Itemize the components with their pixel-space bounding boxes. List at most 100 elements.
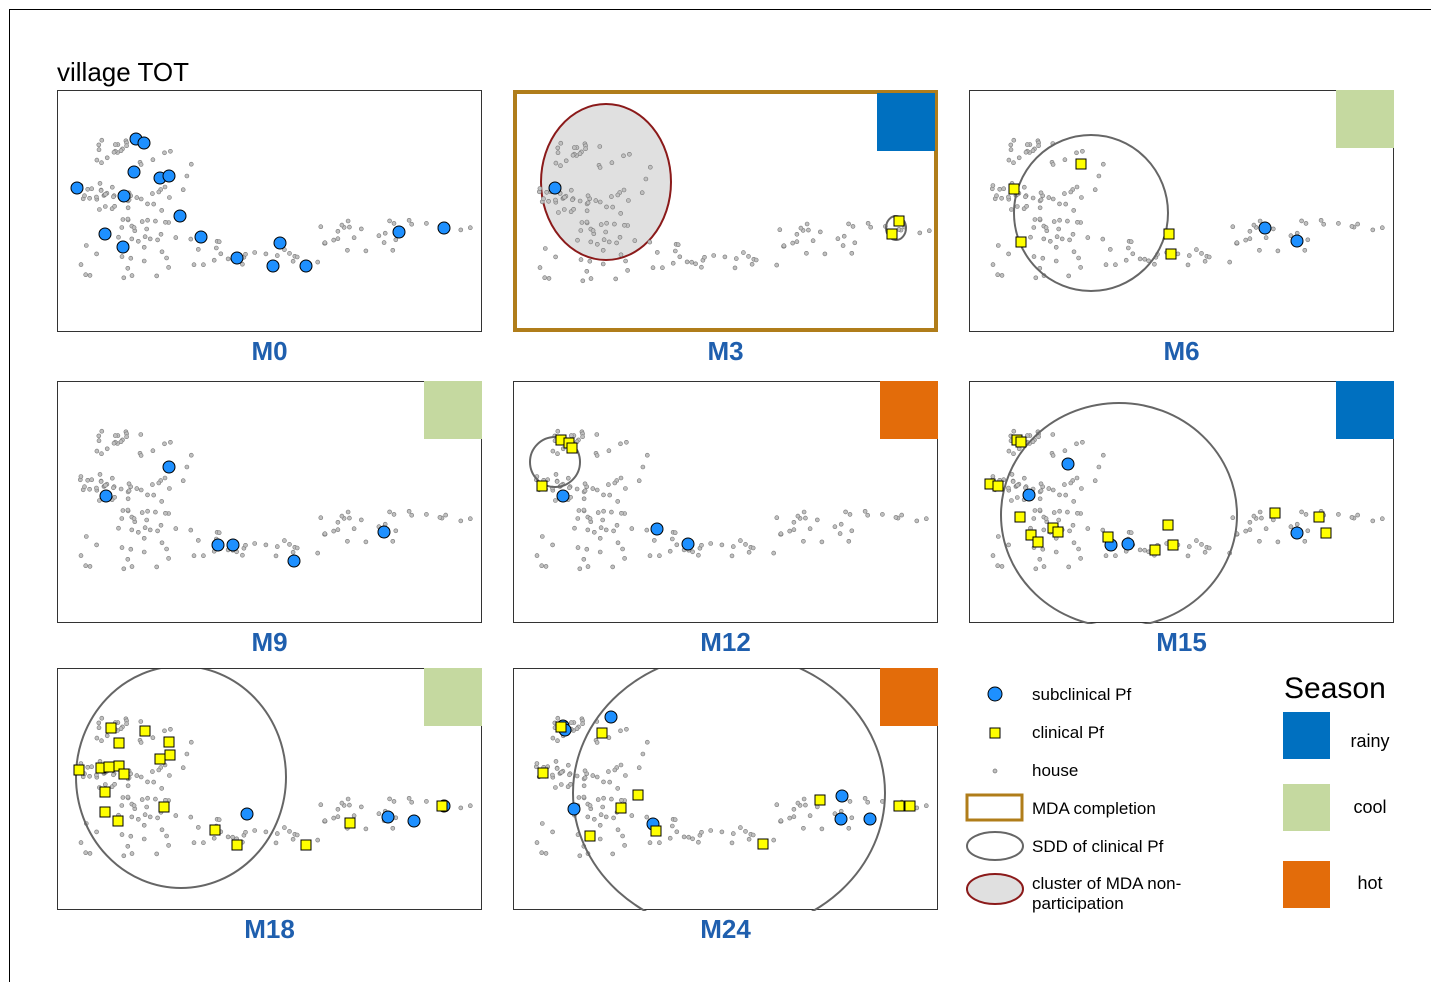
house-dot: [539, 563, 545, 568]
house-dot: [1076, 255, 1081, 261]
house-dot: [78, 474, 84, 479]
map-panel-m3: [513, 90, 938, 332]
house-dot: [125, 844, 131, 849]
house-dot: [156, 189, 162, 195]
house-dot: [594, 432, 600, 437]
house-dot: [150, 769, 155, 774]
house-dot: [121, 566, 127, 572]
house-dot: [138, 487, 144, 493]
house-dot: [252, 541, 257, 546]
house-dot: [282, 538, 287, 543]
house-dot: [553, 254, 558, 260]
house-dot: [604, 220, 609, 226]
house-dot: [582, 768, 588, 774]
house-dot: [1046, 486, 1052, 491]
house-dot: [615, 540, 621, 546]
house-dot: [458, 227, 464, 233]
house-dot: [318, 802, 324, 807]
house-dot: [358, 226, 364, 232]
house-dot: [1006, 251, 1011, 257]
house-dot: [97, 472, 103, 477]
house-dot: [458, 805, 464, 811]
house-dot: [603, 814, 609, 820]
house-dot: [424, 221, 429, 226]
house-dot: [801, 539, 806, 544]
house-dot: [102, 782, 108, 787]
house-dot: [618, 252, 624, 258]
house-dot: [640, 464, 646, 470]
house-dot: [997, 187, 1003, 192]
house-dot: [387, 218, 392, 224]
house-dot: [1206, 254, 1212, 260]
clinical-point: [113, 737, 125, 749]
house-dot: [574, 486, 580, 492]
house-dot: [626, 198, 631, 203]
house-dot: [554, 766, 560, 771]
season-indicator: [1336, 90, 1394, 148]
sdd-ellipse: [529, 436, 581, 488]
house-dot: [144, 226, 149, 232]
house-dot: [585, 564, 591, 569]
house-dot: [391, 799, 397, 804]
subclinical-point: [604, 710, 618, 724]
house-dot: [1076, 546, 1081, 552]
house-dot: [191, 553, 197, 558]
house-dot: [575, 545, 581, 550]
house-dot: [1011, 428, 1017, 434]
house-dot: [1243, 237, 1249, 243]
house-dot: [1101, 452, 1106, 458]
clinical-point: [73, 764, 85, 776]
house-dot: [647, 553, 653, 558]
house-dot: [592, 530, 597, 535]
house-dot: [567, 772, 572, 778]
clinical-point: [1008, 183, 1020, 195]
house-dot: [1142, 256, 1147, 262]
house-dot: [587, 516, 593, 521]
house-dot: [801, 796, 807, 802]
subclinical-point: [299, 259, 313, 273]
house-dot: [153, 509, 158, 515]
house-dot: [590, 773, 596, 778]
subclinical-point: [1258, 221, 1272, 235]
house-dot: [87, 487, 92, 492]
house-dot: [849, 528, 855, 534]
house-dot: [620, 833, 625, 839]
house-dot: [1294, 521, 1300, 527]
house-dot: [124, 434, 129, 440]
map-canvas: [70, 132, 473, 281]
house-dot: [119, 832, 125, 837]
house-dot: [275, 253, 280, 258]
house-dot: [87, 851, 93, 856]
house-dot: [151, 492, 156, 498]
house-dot: [614, 523, 620, 528]
house-dot: [167, 486, 172, 491]
house-dot: [849, 251, 855, 256]
house-dot: [1063, 492, 1068, 498]
house-dot: [738, 825, 743, 830]
house-dot: [119, 803, 125, 808]
house-dot: [622, 556, 627, 561]
house-dot: [467, 225, 473, 230]
house-dot: [609, 160, 615, 165]
subclinical-point: [567, 802, 581, 816]
house-dot: [995, 563, 1001, 568]
house-dot: [1101, 161, 1106, 167]
house-dot: [104, 446, 110, 452]
map-canvas: [984, 402, 1385, 624]
house-dot: [363, 248, 369, 254]
house-dot: [1032, 508, 1038, 513]
house-dot: [1066, 273, 1071, 279]
clinical-point: [566, 442, 578, 454]
house-dot: [555, 738, 560, 743]
house-dot: [617, 235, 623, 240]
house-dot: [675, 242, 681, 247]
house-dot: [134, 486, 140, 491]
house-dot: [112, 142, 118, 147]
house-dot: [1059, 236, 1065, 242]
house-dot: [587, 803, 593, 808]
house-dot: [188, 527, 194, 533]
house-dot: [1074, 150, 1079, 156]
subclinical-point: [117, 189, 131, 203]
house-dot: [578, 228, 584, 233]
house-dot: [1103, 262, 1109, 267]
